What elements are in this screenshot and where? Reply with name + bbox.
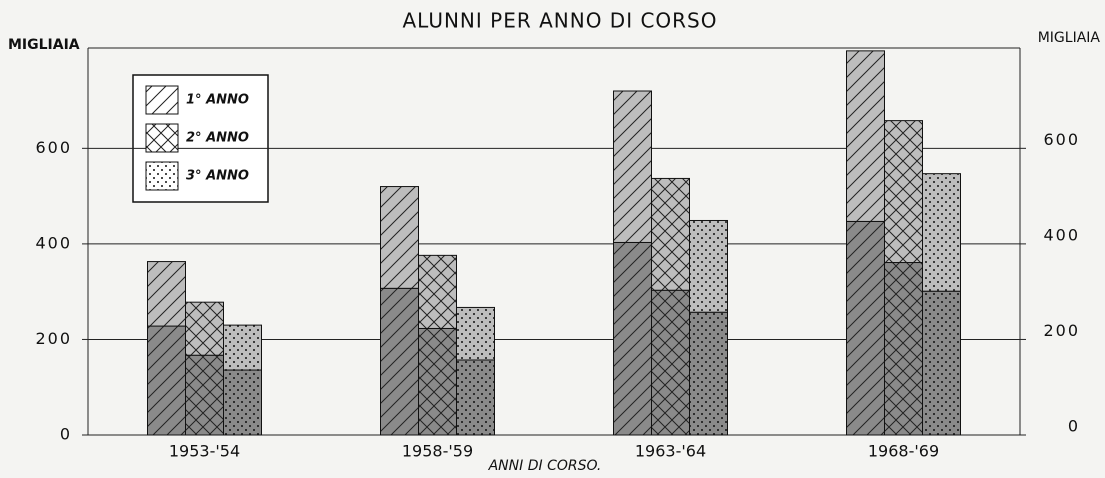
bar-lower [147, 325, 186, 436]
bar-upper [380, 186, 419, 289]
y-tick-label: 400 [35, 233, 72, 252]
bar-upper [846, 50, 885, 222]
y2-axis-label: MIGLIAIA [1038, 30, 1101, 46]
bar-lower [613, 241, 652, 436]
y2-tick-label: 600 [1043, 130, 1080, 149]
y-tick-label: 200 [35, 329, 72, 348]
x-tick-label: 1958-'59 [402, 442, 473, 461]
bar-lower [418, 327, 457, 436]
bar-upper [185, 301, 224, 356]
bar-upper [223, 324, 262, 371]
bar-lower [689, 311, 728, 436]
y2-tick-label: 200 [1043, 321, 1080, 340]
bar-upper [884, 120, 923, 264]
bar-upper [613, 90, 652, 243]
y-tick-label: 600 [35, 138, 72, 157]
x-tick-label: 1968-'69 [868, 442, 939, 461]
x-tick-label: 1953-'54 [169, 442, 240, 461]
x-tick-label: 1963-'64 [635, 442, 706, 461]
bar-lower [456, 359, 495, 436]
x-axis-label: ANNI DI CORSO. [488, 458, 602, 474]
legend-swatch [145, 85, 179, 115]
y-tick-label: 0 [60, 425, 72, 444]
chart-title: ALUNNI PER ANNO DI CORSO [403, 9, 718, 33]
legend-swatch [145, 123, 179, 153]
bar-lower [223, 369, 262, 436]
bar-lower [922, 290, 961, 436]
bar-lower [380, 287, 419, 436]
legend-label: 2° ANNO [186, 131, 249, 146]
bar-upper [456, 306, 495, 361]
bar-upper [651, 177, 690, 291]
bar-lower [884, 262, 923, 436]
legend-swatch [145, 161, 179, 191]
y-axis-label: MIGLIAIA [8, 37, 80, 53]
bar-lower [846, 220, 885, 436]
bar-lower [651, 289, 690, 436]
legend-label: 3° ANNO [186, 169, 249, 184]
y2-tick-label: 400 [1043, 225, 1080, 244]
bar-upper [147, 261, 186, 327]
bar-upper [418, 254, 457, 329]
bar-lower [185, 354, 224, 436]
bar-upper [922, 173, 961, 292]
bar-upper [689, 219, 728, 313]
y2-tick-label: 0 [1068, 417, 1080, 436]
legend-label: 1° ANNO [186, 93, 249, 108]
